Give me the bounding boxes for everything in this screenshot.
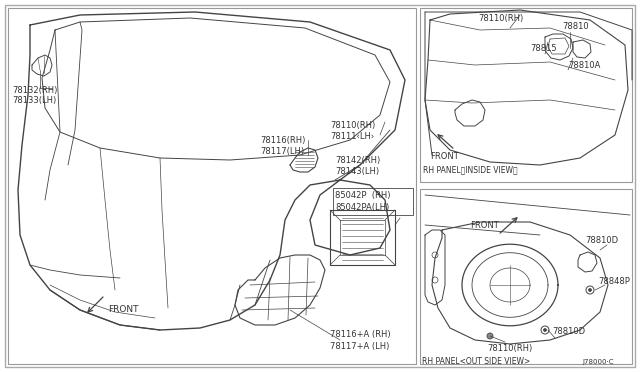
Bar: [333, 188, 413, 215]
Text: 78810D: 78810D: [585, 235, 618, 244]
Circle shape: [589, 289, 591, 292]
Text: 85042P  (RH): 85042P (RH): [335, 190, 390, 199]
Text: 78810D: 78810D: [552, 327, 585, 337]
Text: 78848P: 78848P: [598, 278, 630, 286]
Text: 78110(RH): 78110(RH): [487, 343, 532, 353]
Text: 78143(LH): 78143(LH): [335, 167, 379, 176]
Circle shape: [543, 328, 547, 331]
Text: 78116+A (RH): 78116+A (RH): [330, 330, 390, 340]
Text: 78110(RH): 78110(RH): [330, 121, 375, 129]
Text: 78142(RH): 78142(RH): [335, 155, 380, 164]
Text: 85042PA(LH): 85042PA(LH): [335, 202, 389, 212]
Text: 78132(RH): 78132(RH): [12, 86, 58, 94]
Text: FRONT: FRONT: [430, 151, 459, 160]
Bar: [8, 8, 416, 364]
Text: 78117(LH): 78117(LH): [260, 147, 304, 155]
Text: J78000·C: J78000·C: [582, 359, 614, 365]
Text: FRONT: FRONT: [470, 221, 499, 230]
Text: RH PANEL〈INSIDE VIEW〉: RH PANEL〈INSIDE VIEW〉: [423, 166, 518, 174]
Circle shape: [487, 333, 493, 339]
Text: 78116(RH): 78116(RH): [260, 135, 305, 144]
Text: 78111‹LH›: 78111‹LH›: [330, 131, 374, 141]
Text: 78810: 78810: [562, 22, 589, 31]
Bar: [420, 189, 632, 364]
Bar: [420, 8, 632, 182]
Text: 78815: 78815: [530, 44, 557, 52]
Text: 78117+A (LH): 78117+A (LH): [330, 341, 389, 350]
Text: 78810A: 78810A: [568, 61, 600, 70]
Text: 78133(LH): 78133(LH): [12, 96, 56, 105]
Text: RH PANEL<OUT SIDE VIEW>: RH PANEL<OUT SIDE VIEW>: [422, 357, 531, 366]
Text: 78110(RH): 78110(RH): [478, 13, 524, 22]
Text: FRONT: FRONT: [108, 305, 138, 314]
